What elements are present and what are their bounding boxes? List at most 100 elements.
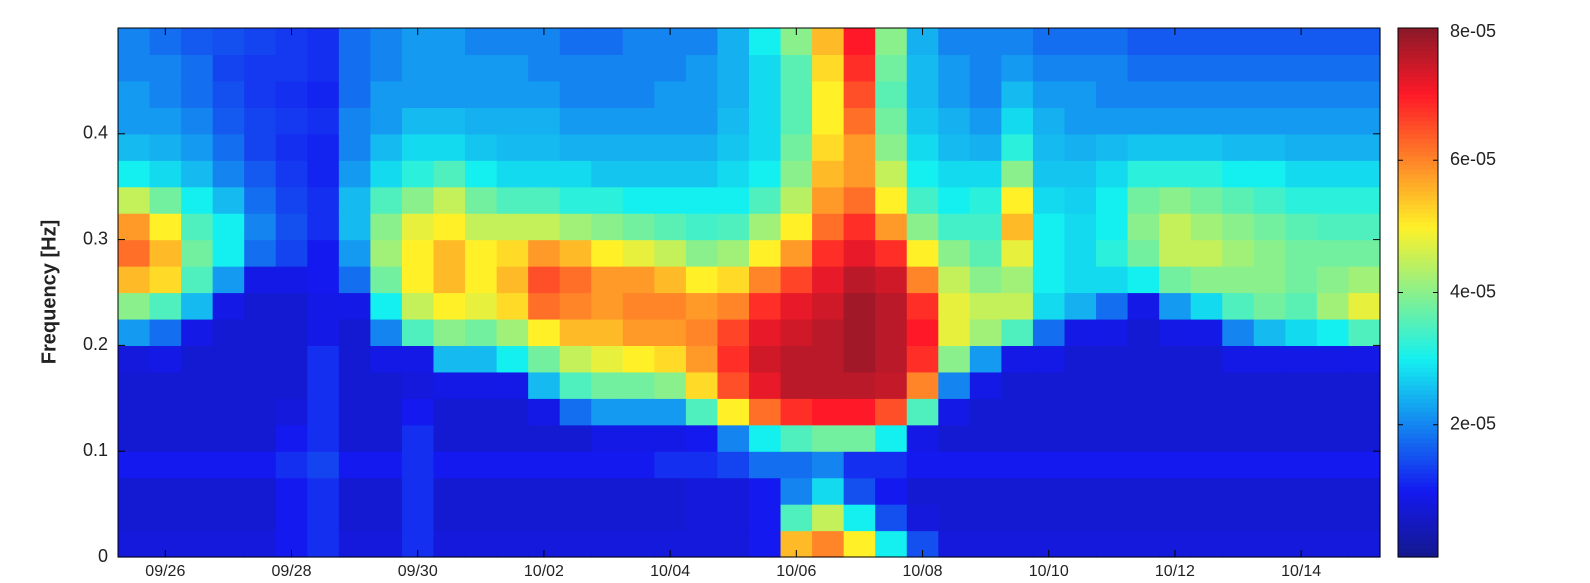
cell bbox=[1096, 293, 1128, 320]
cell bbox=[339, 478, 371, 505]
cell bbox=[686, 28, 718, 55]
cell bbox=[465, 293, 497, 320]
cell bbox=[749, 213, 781, 240]
colorbar-swatch bbox=[1398, 354, 1438, 359]
cell bbox=[591, 478, 623, 505]
cell bbox=[560, 81, 592, 108]
cell bbox=[907, 213, 939, 240]
cell bbox=[749, 81, 781, 108]
cell bbox=[938, 160, 970, 187]
cell bbox=[370, 213, 402, 240]
cell bbox=[1065, 187, 1097, 214]
cell bbox=[686, 478, 718, 505]
cell bbox=[497, 81, 529, 108]
cell bbox=[339, 398, 371, 425]
cell bbox=[181, 213, 213, 240]
colorbar-swatch bbox=[1398, 121, 1438, 126]
cell bbox=[370, 187, 402, 214]
cell bbox=[1128, 240, 1160, 267]
cell bbox=[717, 319, 749, 346]
cell bbox=[717, 531, 749, 558]
cell bbox=[907, 134, 939, 161]
cell bbox=[1348, 478, 1380, 505]
cell bbox=[402, 293, 434, 320]
cell bbox=[307, 504, 339, 531]
cell bbox=[844, 54, 876, 81]
cell bbox=[213, 372, 245, 399]
cell bbox=[907, 504, 939, 531]
cell bbox=[1285, 107, 1317, 134]
cell bbox=[1254, 187, 1286, 214]
cell bbox=[1222, 107, 1254, 134]
colorbar-swatch bbox=[1398, 460, 1438, 465]
cell bbox=[1254, 372, 1286, 399]
cell bbox=[213, 54, 245, 81]
cell bbox=[1033, 81, 1065, 108]
cell bbox=[1096, 345, 1128, 372]
cell bbox=[402, 81, 434, 108]
cell bbox=[1285, 372, 1317, 399]
cell bbox=[370, 345, 402, 372]
cell bbox=[1159, 372, 1191, 399]
cell bbox=[1348, 398, 1380, 425]
cell bbox=[307, 240, 339, 267]
cell bbox=[907, 451, 939, 478]
cell bbox=[276, 478, 308, 505]
cell bbox=[497, 478, 529, 505]
cell bbox=[686, 425, 718, 452]
cell bbox=[276, 504, 308, 531]
colorbar-swatch bbox=[1398, 469, 1438, 474]
cell bbox=[181, 372, 213, 399]
cell bbox=[213, 187, 245, 214]
cell bbox=[434, 451, 466, 478]
cell bbox=[717, 478, 749, 505]
cell bbox=[970, 187, 1002, 214]
cell bbox=[812, 240, 844, 267]
colorbar-swatch bbox=[1398, 41, 1438, 46]
cell bbox=[654, 478, 686, 505]
cell bbox=[875, 372, 907, 399]
cell bbox=[244, 54, 276, 81]
cell bbox=[1001, 319, 1033, 346]
cell bbox=[307, 398, 339, 425]
colorbar-swatch bbox=[1398, 182, 1438, 187]
colorbar-swatch bbox=[1398, 178, 1438, 183]
cell bbox=[875, 478, 907, 505]
cell bbox=[213, 293, 245, 320]
cell bbox=[307, 293, 339, 320]
cell bbox=[654, 213, 686, 240]
cell bbox=[150, 81, 182, 108]
cell bbox=[1128, 372, 1160, 399]
cell bbox=[1096, 240, 1128, 267]
cell bbox=[339, 504, 371, 531]
cell bbox=[528, 345, 560, 372]
cell bbox=[717, 240, 749, 267]
cell bbox=[1222, 425, 1254, 452]
cell bbox=[1096, 266, 1128, 293]
cell bbox=[1096, 372, 1128, 399]
cell bbox=[181, 319, 213, 346]
cell bbox=[307, 266, 339, 293]
cell bbox=[244, 398, 276, 425]
cell bbox=[623, 531, 655, 558]
colorbar-swatch bbox=[1398, 438, 1438, 443]
cell bbox=[1317, 478, 1349, 505]
cell bbox=[181, 531, 213, 558]
cell bbox=[907, 160, 939, 187]
cell bbox=[497, 293, 529, 320]
cell bbox=[654, 425, 686, 452]
cell bbox=[307, 28, 339, 55]
cell bbox=[1317, 240, 1349, 267]
cell bbox=[970, 107, 1002, 134]
cell bbox=[1096, 398, 1128, 425]
cell bbox=[591, 504, 623, 531]
colorbar-swatch bbox=[1398, 134, 1438, 139]
colorbar-swatch bbox=[1398, 169, 1438, 174]
cell bbox=[1159, 504, 1191, 531]
cell bbox=[686, 107, 718, 134]
cell bbox=[938, 398, 970, 425]
cell bbox=[465, 398, 497, 425]
cell bbox=[339, 425, 371, 452]
x-tick-label: 10/10 bbox=[1029, 563, 1069, 580]
cell bbox=[970, 293, 1002, 320]
